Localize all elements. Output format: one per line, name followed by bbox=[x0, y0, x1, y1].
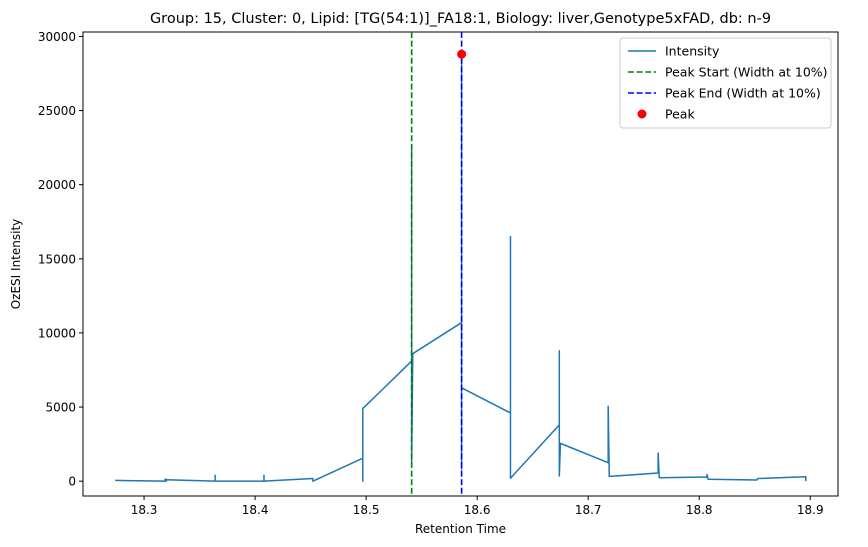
series-layer bbox=[115, 32, 807, 496]
x-axis-label: Retention Time bbox=[415, 522, 506, 536]
chart-title: Group: 15, Cluster: 0, Lipid: [TG(54:1)]… bbox=[150, 11, 771, 27]
x-tick-label: 18.5 bbox=[353, 503, 380, 517]
legend-box bbox=[619, 37, 832, 129]
y-tick-label: 30000 bbox=[38, 30, 76, 44]
y-tick-label: 15000 bbox=[38, 252, 76, 266]
y-tick-label: 20000 bbox=[38, 178, 76, 192]
y-axis-label: OzESI Intensity bbox=[9, 219, 23, 310]
x-tick-label: 18.6 bbox=[464, 503, 491, 517]
x-tick-label: 18.9 bbox=[797, 503, 824, 517]
legend-label: Peak bbox=[665, 107, 695, 122]
intensity-line bbox=[115, 53, 807, 482]
x-tick-label: 18.3 bbox=[131, 503, 158, 517]
legend-handle-peak bbox=[637, 109, 647, 119]
legend-label: Peak Start (Width at 10%) bbox=[665, 65, 828, 80]
legend: Intensity Peak Start (Width at 10%) Peak E… bbox=[619, 37, 832, 129]
y-axis: 0 5000 10000 15000 20000 25000 30000 bbox=[38, 30, 83, 489]
plot-frame bbox=[82, 31, 839, 497]
legend-label: Peak End (Width at 10%) bbox=[665, 86, 821, 101]
y-tick-label: 0 bbox=[68, 475, 76, 489]
peak-marker bbox=[457, 49, 467, 59]
series-group bbox=[115, 32, 807, 496]
y-tick-label: 25000 bbox=[38, 104, 76, 118]
legend-label: Intensity bbox=[665, 44, 720, 59]
x-tick-label: 18.8 bbox=[686, 503, 713, 517]
x-tick-label: 18.4 bbox=[242, 503, 269, 517]
x-tick-label: 18.7 bbox=[575, 503, 602, 517]
y-tick-label: 5000 bbox=[45, 401, 76, 415]
x-axis: 18.3 18.4 18.5 18.6 18.7 18.8 18.9 bbox=[131, 496, 824, 517]
y-tick-label: 10000 bbox=[38, 326, 76, 340]
plot-area bbox=[82, 31, 839, 497]
